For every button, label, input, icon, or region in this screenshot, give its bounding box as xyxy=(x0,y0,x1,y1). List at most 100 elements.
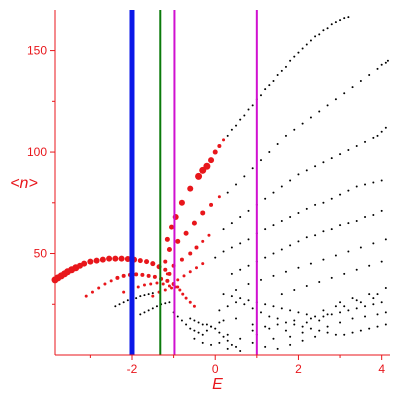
black-data-point xyxy=(239,297,242,300)
black-data-point xyxy=(347,149,350,152)
black-data-point xyxy=(193,337,196,340)
black-data-point xyxy=(314,35,317,38)
black-data-point xyxy=(151,307,154,310)
black-data-point xyxy=(147,293,150,296)
black-data-point xyxy=(347,250,350,253)
red-data-point xyxy=(152,274,157,279)
black-data-point xyxy=(243,175,246,178)
black-data-point xyxy=(218,331,221,334)
black-data-point xyxy=(297,240,300,243)
y-tick-label: 50 xyxy=(34,247,48,261)
black-data-point xyxy=(339,311,342,314)
black-data-point xyxy=(347,189,350,192)
markers-layer xyxy=(51,16,389,352)
black-data-point xyxy=(384,311,387,314)
black-data-point xyxy=(305,169,308,172)
black-data-point xyxy=(364,183,367,186)
black-data-point xyxy=(218,309,221,312)
black-data-point xyxy=(301,325,304,328)
black-data-point xyxy=(272,305,275,308)
black-data-point xyxy=(201,341,204,344)
black-data-point xyxy=(293,128,296,131)
black-data-point xyxy=(143,311,146,314)
red-data-point xyxy=(188,270,192,274)
red-data-point xyxy=(161,282,165,286)
black-data-point xyxy=(268,84,271,87)
black-data-point xyxy=(264,345,267,348)
red-data-point xyxy=(163,259,168,264)
black-data-point xyxy=(284,329,287,332)
black-data-point xyxy=(355,268,358,271)
black-data-point xyxy=(235,301,238,304)
black-data-point xyxy=(222,319,225,322)
black-data-point xyxy=(218,341,221,344)
black-data-point xyxy=(297,173,300,176)
red-data-point xyxy=(84,294,88,298)
black-data-point xyxy=(239,337,242,340)
red-data-point xyxy=(217,195,221,199)
black-data-point xyxy=(372,213,375,216)
x-tick-label: 4 xyxy=(378,362,385,376)
black-data-point xyxy=(122,301,125,304)
black-data-point xyxy=(322,29,325,32)
black-data-point xyxy=(372,136,375,139)
red-data-point xyxy=(217,143,222,148)
black-data-point xyxy=(276,142,279,145)
black-data-point xyxy=(305,313,308,316)
black-data-point xyxy=(376,67,379,70)
black-data-point xyxy=(297,51,300,54)
black-data-point xyxy=(259,311,262,314)
red-data-point xyxy=(109,279,113,283)
black-data-point xyxy=(235,317,238,320)
y-axis-label: <n> xyxy=(10,175,38,192)
ticks-layer: -2 0 2 4 50 100 150 xyxy=(27,44,385,376)
black-data-point xyxy=(284,134,287,137)
black-data-point xyxy=(201,323,204,326)
black-data-point xyxy=(384,238,387,241)
black-data-point xyxy=(384,323,387,326)
black-data-point xyxy=(193,319,196,322)
black-data-point xyxy=(297,311,300,314)
black-data-point xyxy=(247,264,250,267)
red-data-point xyxy=(97,286,101,290)
red-data-point xyxy=(209,202,214,207)
black-data-point xyxy=(126,299,129,302)
red-data-point xyxy=(136,285,140,289)
black-data-point xyxy=(264,197,267,200)
red-data-point xyxy=(188,251,193,256)
black-data-point xyxy=(230,222,233,225)
black-data-point xyxy=(359,80,362,83)
black-data-point xyxy=(230,343,233,346)
black-data-point xyxy=(239,242,242,245)
black-data-point xyxy=(343,92,346,95)
black-data-point xyxy=(264,303,267,306)
black-data-point xyxy=(376,325,379,328)
red-data-point xyxy=(134,272,139,277)
x-tick-label: 0 xyxy=(212,362,219,376)
red-data-point xyxy=(167,284,171,288)
axes-layer xyxy=(54,10,390,356)
black-data-point xyxy=(143,294,146,297)
red-data-point xyxy=(118,255,125,262)
black-data-point xyxy=(243,114,246,117)
black-data-point xyxy=(289,309,292,312)
black-data-point xyxy=(222,293,225,296)
black-data-point xyxy=(268,327,271,330)
black-data-point xyxy=(284,270,287,273)
black-data-point xyxy=(239,349,242,352)
black-data-point xyxy=(309,327,312,330)
black-data-point xyxy=(339,224,342,227)
black-data-point xyxy=(351,297,354,300)
black-data-point xyxy=(226,339,229,342)
black-data-point xyxy=(247,108,250,111)
red-data-point xyxy=(212,149,218,155)
black-data-point xyxy=(376,293,379,296)
black-data-point xyxy=(276,347,279,350)
black-data-point xyxy=(372,181,375,184)
black-data-point xyxy=(368,293,371,296)
black-data-point xyxy=(355,307,358,310)
red-data-point xyxy=(163,267,168,272)
black-data-point xyxy=(293,55,296,58)
red-data-point xyxy=(194,245,199,250)
red-data-point xyxy=(121,273,126,278)
